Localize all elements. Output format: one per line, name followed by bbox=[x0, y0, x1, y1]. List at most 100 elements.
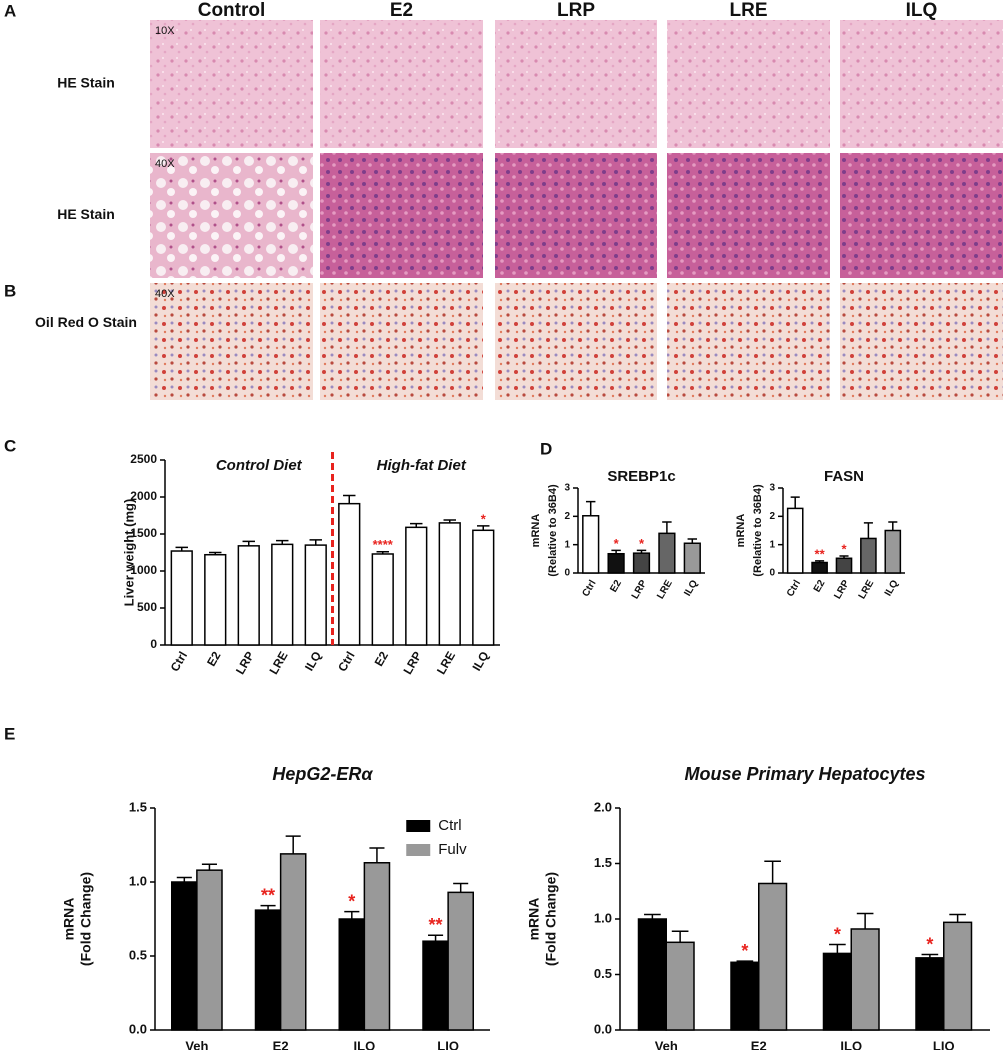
y-axis-label: Liver weight (mg) bbox=[121, 499, 136, 607]
bar bbox=[304, 544, 327, 646]
bar bbox=[338, 918, 366, 1031]
y-axis-label: (Fold Change) bbox=[78, 872, 94, 966]
micrograph bbox=[840, 153, 1003, 278]
micrograph bbox=[840, 20, 1003, 148]
error-bar bbox=[949, 913, 966, 923]
bar bbox=[665, 941, 695, 1031]
chart-title: Mouse Primary Hepatocytes bbox=[684, 764, 925, 784]
chart: Mouse Primary Hepatocytes mRNA (Fold Chang… bbox=[526, 764, 990, 1050]
micrograph bbox=[495, 153, 657, 278]
x-tick-label: Ctrl bbox=[335, 649, 357, 674]
x-tick-label: E2 bbox=[372, 649, 392, 669]
significance-label: * bbox=[614, 536, 620, 551]
y-tick-label: 1 bbox=[769, 539, 775, 550]
bar bbox=[170, 550, 193, 646]
bar bbox=[811, 561, 828, 574]
x-tick-label: Ctrl bbox=[785, 578, 803, 599]
bar bbox=[371, 553, 394, 646]
error-bar bbox=[343, 494, 356, 504]
y-tick-label: 500 bbox=[137, 600, 157, 614]
micrograph bbox=[667, 283, 830, 400]
panel-label: D bbox=[540, 439, 552, 458]
x-tick-label: LRE bbox=[266, 649, 290, 677]
y-tick-label: 0 bbox=[769, 568, 775, 579]
micrograph bbox=[150, 153, 313, 278]
y-tick-label: 1000 bbox=[130, 563, 157, 577]
error-bar bbox=[344, 910, 360, 919]
legend-swatch bbox=[406, 844, 431, 856]
y-tick-label: 0 bbox=[150, 637, 157, 651]
annotation: High-fat Diet bbox=[377, 457, 467, 474]
y-axis-label: (Relative to 36B4) bbox=[752, 484, 764, 577]
bar bbox=[338, 502, 361, 646]
significance-label: * bbox=[741, 941, 748, 961]
bar bbox=[438, 522, 461, 646]
bar bbox=[254, 909, 282, 1031]
x-tick-label: E2 bbox=[812, 578, 828, 594]
bar bbox=[658, 532, 676, 574]
error-bar bbox=[428, 934, 444, 942]
chart-title: FASN bbox=[824, 468, 864, 485]
x-tick-label: E2 bbox=[751, 1038, 767, 1050]
chart: FASN mRNA (Relative to 36B4) 0 1 2 3 Ctrl E2 ** LR… bbox=[735, 468, 905, 601]
y-tick-label: 1.5 bbox=[129, 799, 147, 814]
legend-label: Ctrl bbox=[438, 817, 461, 834]
micrograph bbox=[320, 153, 483, 278]
panel-label: A bbox=[4, 1, 16, 20]
y-tick-label: 2000 bbox=[130, 489, 157, 503]
x-tick-label: ILQ bbox=[302, 649, 324, 673]
error-bar bbox=[856, 912, 874, 929]
y-tick-label: 2 bbox=[564, 511, 570, 522]
significance-label: ** bbox=[815, 546, 826, 561]
x-tick-label: LRP bbox=[630, 578, 650, 601]
y-tick-label: 0.0 bbox=[129, 1021, 147, 1036]
error-bar bbox=[285, 835, 301, 854]
column-header: LRE bbox=[730, 0, 768, 21]
significance-label: ** bbox=[261, 885, 275, 905]
chart: E HepG2-ERα mRNA (Fold Change) 0.0 0.5 1.0 1.5 V… bbox=[4, 724, 490, 1050]
x-tick-label: LRP bbox=[400, 649, 424, 677]
y-tick-label: 1.0 bbox=[129, 873, 147, 888]
bar bbox=[405, 526, 428, 646]
bar bbox=[422, 940, 449, 1031]
significance-label: **** bbox=[373, 537, 394, 552]
x-tick-label: ILQ bbox=[840, 1038, 862, 1050]
y-axis-label: mRNA bbox=[61, 898, 77, 941]
bar bbox=[472, 529, 495, 646]
significance-label: * bbox=[348, 891, 355, 911]
y-tick-label: 3 bbox=[564, 483, 570, 494]
magnification: 40X bbox=[155, 158, 175, 170]
bar bbox=[822, 952, 852, 1031]
error-bar bbox=[201, 863, 217, 871]
micrograph bbox=[667, 20, 830, 148]
x-tick-label: E2 bbox=[204, 649, 224, 669]
y-tick-label: 1500 bbox=[130, 526, 157, 540]
column-header: E2 bbox=[390, 0, 413, 21]
y-tick-label: 1.0 bbox=[594, 910, 612, 925]
y-axis-label: mRNA bbox=[530, 514, 542, 548]
error-bar bbox=[369, 847, 385, 863]
micrograph bbox=[667, 153, 830, 278]
x-tick-label: ILQ bbox=[354, 1038, 376, 1050]
chart-title: SREBP1c bbox=[607, 468, 675, 485]
bar bbox=[582, 515, 600, 574]
x-tick-label: ILQ bbox=[469, 649, 491, 673]
bar bbox=[171, 881, 198, 1031]
x-tick-label: LRE bbox=[655, 578, 675, 601]
error-bar bbox=[585, 500, 596, 516]
y-tick-label: 0.5 bbox=[594, 966, 612, 981]
micrograph bbox=[320, 20, 483, 148]
error-bar bbox=[671, 930, 689, 943]
error-bar bbox=[888, 521, 898, 531]
x-tick-label: LRE bbox=[434, 649, 458, 677]
y-tick-label: 3 bbox=[769, 483, 775, 494]
x-tick-label: E2 bbox=[608, 578, 624, 594]
significance-label: * bbox=[834, 924, 841, 944]
panel-label: C bbox=[4, 436, 16, 455]
significance-label: * bbox=[481, 511, 487, 526]
bar bbox=[607, 552, 625, 574]
x-tick-label: LRE bbox=[857, 578, 877, 601]
error-bar bbox=[309, 539, 322, 546]
micrograph bbox=[495, 283, 657, 400]
